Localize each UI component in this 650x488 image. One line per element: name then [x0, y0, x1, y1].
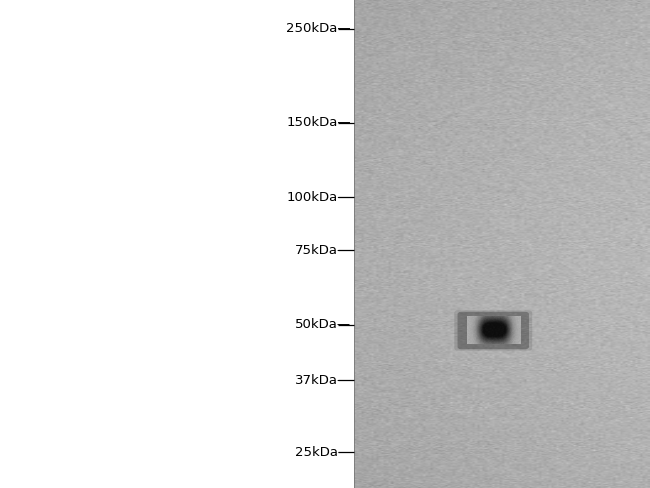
Text: 250kDa—: 250kDa— — [287, 22, 351, 35]
Text: 75kDa—: 75kDa— — [294, 244, 351, 257]
Text: 150kDa—: 150kDa— — [287, 116, 351, 129]
FancyBboxPatch shape — [454, 310, 532, 350]
Text: 100kDa—: 100kDa— — [287, 191, 351, 204]
Text: 25kDa—: 25kDa— — [294, 446, 351, 459]
Text: 50kDa—: 50kDa— — [295, 318, 351, 331]
FancyBboxPatch shape — [458, 312, 529, 349]
Text: 37kDa—: 37kDa— — [294, 374, 351, 387]
